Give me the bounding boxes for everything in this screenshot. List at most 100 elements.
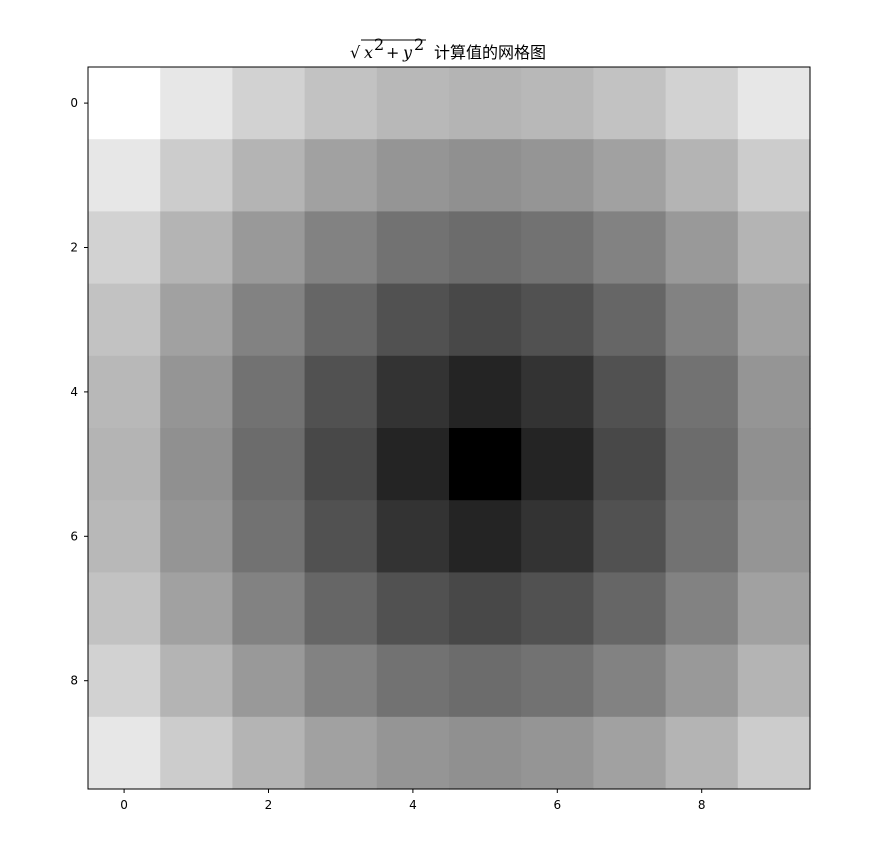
heatmap-cell-r0-c8	[665, 67, 739, 140]
heatmap-cell-r1-c8	[665, 139, 739, 212]
heatmap-cell-r6-c4	[376, 500, 450, 573]
heatmap-cell-r0-c3	[304, 67, 378, 140]
x-tick-label-4: 4	[409, 798, 417, 812]
heatmap-cell-r1-c0	[88, 139, 161, 212]
heatmap-cell-r3-c4	[376, 283, 450, 357]
y-tick-label-2: 2	[70, 241, 78, 255]
title-sqrt-symbol: √	[350, 43, 361, 62]
title-exp-x: 2	[374, 35, 384, 54]
heatmap-cell-r2-c1	[160, 211, 233, 285]
heatmap-cell-r4-c1	[160, 355, 233, 429]
heatmap-cell-r5-c9	[737, 428, 811, 501]
heatmap-cell-r9-c7	[593, 716, 667, 790]
heatmap-cell-r9-c4	[376, 716, 450, 790]
heatmap-cell-r7-c1	[160, 572, 233, 646]
plot-frame	[87, 66, 811, 790]
heatmap-cell-r5-c5	[449, 428, 522, 501]
heatmap-cell-r6-c1	[160, 500, 233, 573]
heatmap-cell-r5-c8	[665, 428, 739, 501]
heatmap-cell-r0-c6	[521, 67, 594, 140]
heatmap-cell-r2-c0	[88, 211, 161, 285]
heatmap-cell-r2-c4	[376, 211, 450, 285]
heatmap-cell-r4-c9	[737, 355, 811, 429]
heatmap-cell-r3-c8	[665, 283, 739, 357]
y-tick-label-4: 4	[70, 385, 78, 399]
heatmap-cell-r9-c2	[232, 716, 306, 790]
heatmap-cell-r8-c3	[304, 644, 378, 718]
heatmap-cell-r2-c9	[737, 211, 811, 285]
heatmap-cell-r0-c1	[160, 67, 233, 140]
heatmap-cell-r8-c1	[160, 644, 233, 718]
heatmap-cell-r7-c3	[304, 572, 378, 646]
x-axis-ticks: 0 2 4 6 8	[120, 789, 706, 812]
heatmap-cell-r7-c7	[593, 572, 667, 646]
heatmap-cell-r3-c1	[160, 283, 233, 357]
heatmap-cell-r5-c0	[88, 428, 161, 501]
heatmap-cell-r4-c8	[665, 355, 739, 429]
heatmap-cell-r4-c5	[449, 355, 522, 429]
heatmap-cell-r1-c7	[593, 139, 667, 212]
heatmap-cell-r7-c4	[376, 572, 450, 646]
heatmap-cell-r0-c2	[232, 67, 306, 140]
heatmap-cell-r6-c7	[593, 500, 667, 573]
heatmap-cell-r9-c3	[304, 716, 378, 790]
heatmap-cell-r6-c9	[737, 500, 811, 573]
heatmap-cells	[88, 67, 811, 790]
y-tick-label-6: 6	[70, 529, 78, 543]
heatmap-cell-r4-c7	[593, 355, 667, 429]
heatmap-cell-r8-c9	[737, 644, 811, 718]
x-tick-label-0: 0	[120, 798, 128, 812]
heatmap-cell-r7-c6	[521, 572, 594, 646]
heatmap-cell-r8-c8	[665, 644, 739, 718]
heatmap-cell-r9-c8	[665, 716, 739, 790]
chart-title: √ x 2 + y 2 计算值的网格图	[350, 35, 546, 62]
heatmap-cell-r3-c9	[737, 283, 811, 357]
heatmap-cell-r6-c3	[304, 500, 378, 573]
heatmap-cell-r5-c3	[304, 428, 378, 501]
heatmap-cell-r1-c9	[737, 139, 811, 212]
heatmap-cell-r2-c7	[593, 211, 667, 285]
heatmap-cell-r0-c9	[737, 67, 811, 140]
heatmap-cell-r5-c7	[593, 428, 667, 501]
heatmap-cell-r4-c2	[232, 355, 306, 429]
heatmap-cell-r7-c2	[232, 572, 306, 646]
heatmap-cell-r4-c0	[88, 355, 161, 429]
heatmap-cell-r4-c6	[521, 355, 594, 429]
title-cjk-text: 计算值的网格图	[434, 43, 546, 62]
heatmap-cell-r2-c8	[665, 211, 739, 285]
heatmap-cell-r6-c2	[232, 500, 306, 573]
heatmap-cell-r8-c0	[88, 644, 161, 718]
y-tick-label-8: 8	[70, 674, 78, 688]
x-tick-label-8: 8	[698, 798, 706, 812]
y-tick-label-0: 0	[70, 96, 78, 110]
heatmap-cell-r1-c6	[521, 139, 594, 212]
heatmap-cell-r2-c2	[232, 211, 306, 285]
heatmap-cell-r3-c0	[88, 283, 161, 357]
heatmap-cell-r0-c4	[376, 67, 450, 140]
heatmap-cell-r3-c7	[593, 283, 667, 357]
heatmap-cell-r6-c6	[521, 500, 594, 573]
heatmap-cell-r4-c3	[304, 355, 378, 429]
heatmap-cell-r8-c7	[593, 644, 667, 718]
heatmap-cell-r9-c6	[521, 716, 594, 790]
heatmap-cell-r2-c6	[521, 211, 594, 285]
heatmap-cell-r2-c5	[449, 211, 522, 285]
heatmap-cell-r5-c4	[376, 428, 450, 501]
heatmap-cell-r1-c3	[304, 139, 378, 212]
heatmap-cell-r6-c5	[449, 500, 522, 573]
heatmap-cell-r3-c2	[232, 283, 306, 357]
heatmap-cell-r1-c4	[376, 139, 450, 212]
heatmap-cell-r3-c3	[304, 283, 378, 357]
title-plus: +	[386, 43, 399, 62]
heatmap-cell-r0-c5	[449, 67, 522, 140]
heatmap-cell-r1-c1	[160, 139, 233, 212]
heatmap-cell-r5-c2	[232, 428, 306, 501]
heatmap-cell-r6-c8	[665, 500, 739, 573]
heatmap-cell-r3-c6	[521, 283, 594, 357]
heatmap-cell-r9-c9	[737, 716, 811, 790]
heatmap-cell-r9-c1	[160, 716, 233, 790]
title-x: x	[364, 43, 373, 62]
heatmap-cell-r8-c6	[521, 644, 594, 718]
heatmap-cell-r8-c4	[376, 644, 450, 718]
